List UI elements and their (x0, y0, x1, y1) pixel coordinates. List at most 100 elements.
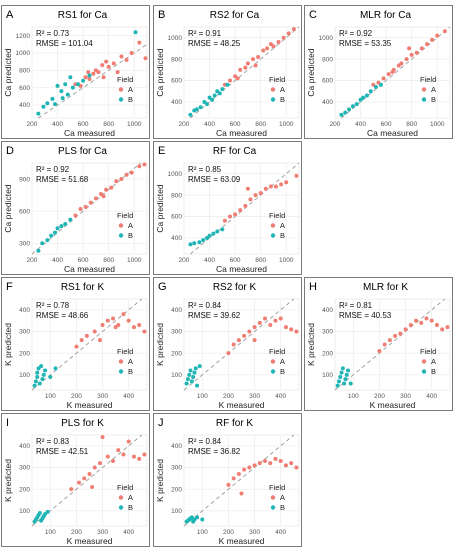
data-point-b (354, 102, 359, 107)
rmse-label: RMSE = 39.62 (188, 311, 241, 320)
x-tick-label: 400 (52, 257, 63, 264)
x-tick-label: 200 (330, 121, 341, 128)
scatter-plot-svg: E RF for Ca 200 400 600 800 1000 400 600 800 1000 R… (155, 145, 300, 274)
data-point-a (126, 439, 131, 444)
data-point-a (82, 476, 87, 481)
x-tick-label: 200 (179, 257, 190, 264)
y-tick-label: 400 (19, 102, 30, 109)
panel-letter: B (158, 9, 165, 21)
data-point-b (35, 370, 40, 375)
data-point-b (198, 105, 203, 110)
legend-marker-b (270, 505, 276, 510)
data-point-b (368, 89, 373, 94)
data-point-a (116, 448, 121, 453)
data-point-a (263, 459, 268, 463)
data-point-a (78, 207, 83, 212)
y-tick-label: 300 (19, 329, 30, 336)
x-tick-label: 1000 (279, 257, 294, 264)
chart-panel-i: I PLS for K 100 200 300 400 100 200 300 400 R² = 0… (1, 413, 150, 547)
data-point-a (142, 329, 147, 334)
data-point-a (268, 184, 273, 189)
rmse-label: RMSE = 40.53 (339, 311, 392, 320)
data-point-a (231, 476, 236, 481)
data-point-b (361, 95, 366, 100)
x-tick-label: 100 (45, 393, 56, 400)
legend-label: A (431, 357, 436, 366)
data-point-a (251, 57, 255, 62)
panel-letter: G (158, 281, 167, 293)
one-to-one-line (31, 298, 143, 391)
data-point-b (195, 383, 200, 388)
x-tick-label: 400 (275, 529, 286, 536)
data-point-a (142, 452, 147, 457)
data-point-a (263, 186, 268, 191)
data-point-b (338, 375, 343, 379)
scatter-plot-svg: F RS1 for K 100 200 300 400 100 200 300 400 R² = 0… (3, 281, 148, 410)
chart-title: RS2 for Ca (210, 10, 260, 21)
data-point-b (207, 233, 212, 238)
data-point-a (390, 69, 395, 74)
x-tick-label: 200 (374, 393, 385, 400)
data-point-a (387, 338, 392, 343)
chart-panel-h: H MLR for K 100 200 300 400 100 200 300 400 R² = 0… (304, 277, 453, 411)
panel-letter: F (6, 281, 13, 293)
data-point-a (414, 50, 419, 55)
data-point-b (194, 107, 199, 112)
data-point-a (247, 465, 252, 470)
x-tick-label: 800 (103, 257, 114, 264)
plot-area (31, 162, 148, 255)
data-point-a (393, 333, 398, 338)
data-point-a (403, 327, 408, 332)
data-point-a (382, 342, 387, 347)
x-tick-label: 300 (249, 529, 260, 536)
data-point-a (242, 333, 247, 338)
data-point-a (408, 323, 413, 327)
data-point-a (111, 61, 116, 66)
r-squared-label: R² = 0.81 (339, 301, 373, 310)
data-point-a (283, 325, 288, 330)
legend-label: B (128, 231, 133, 240)
data-point-a (77, 480, 82, 485)
data-point-b (37, 511, 42, 515)
legend-marker-a (118, 223, 124, 228)
data-point-b (185, 377, 190, 382)
y-tick-label: 200 (322, 350, 333, 357)
x-tick-label: 1000 (127, 257, 142, 264)
data-point-b (35, 375, 40, 379)
y-tick-label: 400 (171, 443, 182, 450)
rmse-label: RMSE = 51.68 (36, 175, 89, 184)
r-squared-label: R² = 0.78 (36, 301, 70, 310)
x-axis-title: K measured (67, 536, 113, 546)
x-tick-label: 400 (204, 121, 215, 128)
data-point-a (247, 329, 252, 334)
data-point-b (220, 87, 225, 92)
x-tick-label: 400 (355, 121, 366, 128)
legend-title: Field (420, 347, 436, 356)
legend-label: A (128, 357, 133, 366)
legend-label: B (280, 503, 285, 512)
x-tick-label: 200 (223, 393, 234, 400)
data-point-a (119, 54, 124, 59)
legend-label: A (280, 85, 285, 94)
data-point-b (339, 112, 344, 117)
x-tick-label: 400 (204, 257, 215, 264)
panel-letter: E (158, 145, 165, 157)
data-point-a (245, 61, 250, 66)
x-tick-label: 1000 (127, 121, 142, 128)
data-point-a (253, 63, 258, 68)
data-point-a (233, 212, 238, 217)
y-axis-title: Ca predicted (306, 48, 316, 96)
x-tick-label: 200 (71, 393, 82, 400)
y-tick-label: 200 (19, 350, 30, 357)
data-point-a (87, 472, 92, 476)
legend-marker-b (118, 97, 124, 102)
data-point-b (43, 368, 48, 373)
data-point-a (409, 52, 414, 57)
one-to-one-line (183, 434, 295, 527)
data-point-b (192, 241, 197, 246)
legend-marker-a (118, 87, 124, 92)
data-point-a (268, 323, 273, 327)
data-point-b (336, 379, 341, 384)
legend-title: Field (269, 347, 285, 356)
x-axis-title: Ca measured (216, 264, 267, 274)
